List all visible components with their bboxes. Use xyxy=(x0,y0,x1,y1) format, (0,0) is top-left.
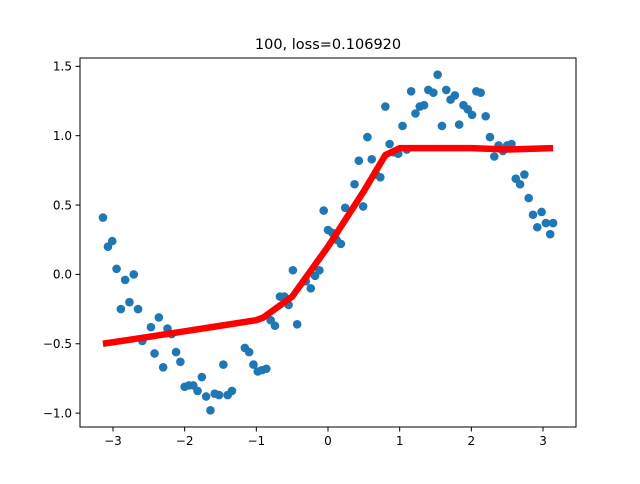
data-point xyxy=(441,85,451,95)
data-point xyxy=(292,320,302,329)
data-point xyxy=(107,236,117,246)
data-point xyxy=(244,347,254,357)
chart-title: 100, loss=0.106920 xyxy=(255,37,401,53)
data-point xyxy=(227,386,237,396)
data-point xyxy=(429,88,438,97)
data-point xyxy=(485,132,495,142)
y-tick-label: 0.5 xyxy=(53,198,72,212)
data-point xyxy=(350,179,359,189)
plot-area xyxy=(98,70,558,415)
data-point xyxy=(537,207,546,217)
x-tick-label: −1 xyxy=(247,434,265,448)
data-point xyxy=(481,111,490,121)
data-point xyxy=(528,210,538,220)
data-point xyxy=(541,218,551,228)
x-tick-label: 0 xyxy=(324,434,332,448)
data-point xyxy=(524,193,533,203)
data-point xyxy=(214,390,224,400)
data-point xyxy=(193,386,202,396)
data-point xyxy=(146,322,156,332)
data-point xyxy=(129,270,139,279)
data-point xyxy=(398,121,407,131)
x-tick-label: −3 xyxy=(104,434,122,448)
data-point xyxy=(520,170,529,179)
x-tick-label: 3 xyxy=(539,434,547,448)
y-tick-label: 1.5 xyxy=(53,60,72,74)
data-point xyxy=(112,264,121,274)
data-point xyxy=(376,173,385,182)
data-point xyxy=(336,239,346,249)
data-point xyxy=(176,357,185,367)
data-point xyxy=(548,218,558,228)
data-point xyxy=(515,179,525,189)
data-point xyxy=(354,156,364,165)
data-point xyxy=(545,229,555,239)
fit-line xyxy=(102,144,554,347)
data-point xyxy=(450,91,460,100)
data-point xyxy=(116,304,126,314)
data-point xyxy=(381,102,390,111)
data-point xyxy=(270,321,280,331)
data-point xyxy=(367,154,377,164)
data-point xyxy=(98,213,108,222)
data-point xyxy=(120,275,130,285)
data-point xyxy=(306,283,316,293)
data-point xyxy=(150,349,159,358)
data-point xyxy=(319,206,329,215)
data-point xyxy=(419,100,429,110)
data-point xyxy=(206,406,215,415)
y-tick-label: −0.5 xyxy=(43,337,72,351)
x-tick-label: −2 xyxy=(176,434,194,448)
scatter-series xyxy=(98,70,558,415)
data-point xyxy=(197,372,207,382)
data-point xyxy=(340,203,350,213)
data-point xyxy=(433,70,442,79)
y-tick-label: 0.0 xyxy=(53,268,72,282)
data-point xyxy=(288,265,298,275)
data-point xyxy=(262,364,271,374)
data-point xyxy=(315,265,324,275)
data-point xyxy=(476,88,485,97)
data-point xyxy=(249,360,258,369)
data-point xyxy=(411,109,420,118)
data-point xyxy=(219,360,228,369)
data-point xyxy=(406,86,416,96)
data-point xyxy=(171,347,181,357)
x-tick-label: 2 xyxy=(468,434,476,448)
data-point xyxy=(154,313,164,322)
y-tick-label: −1.0 xyxy=(43,406,72,420)
data-point xyxy=(358,202,368,211)
data-point xyxy=(201,392,211,401)
data-point xyxy=(454,120,464,129)
data-point xyxy=(363,132,372,142)
data-point xyxy=(133,304,143,314)
data-point xyxy=(532,222,542,232)
data-point xyxy=(385,139,394,149)
data-point xyxy=(467,110,477,120)
data-point xyxy=(125,297,134,307)
data-point xyxy=(437,121,447,131)
axes: −3 −2 −1 0 1 2 3 −1.0 −0.5 0.0 0.5 1.0 1.5 xyxy=(43,57,577,448)
y-tick-label: 1.0 xyxy=(53,129,72,143)
data-point xyxy=(489,152,499,161)
x-tick-label: 1 xyxy=(396,434,404,448)
data-point xyxy=(158,363,168,372)
